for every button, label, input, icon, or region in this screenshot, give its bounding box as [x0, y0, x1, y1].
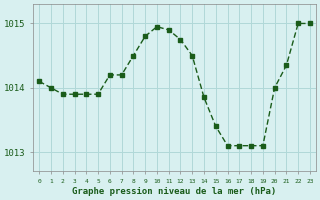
X-axis label: Graphe pression niveau de la mer (hPa): Graphe pression niveau de la mer (hPa)	[72, 187, 277, 196]
